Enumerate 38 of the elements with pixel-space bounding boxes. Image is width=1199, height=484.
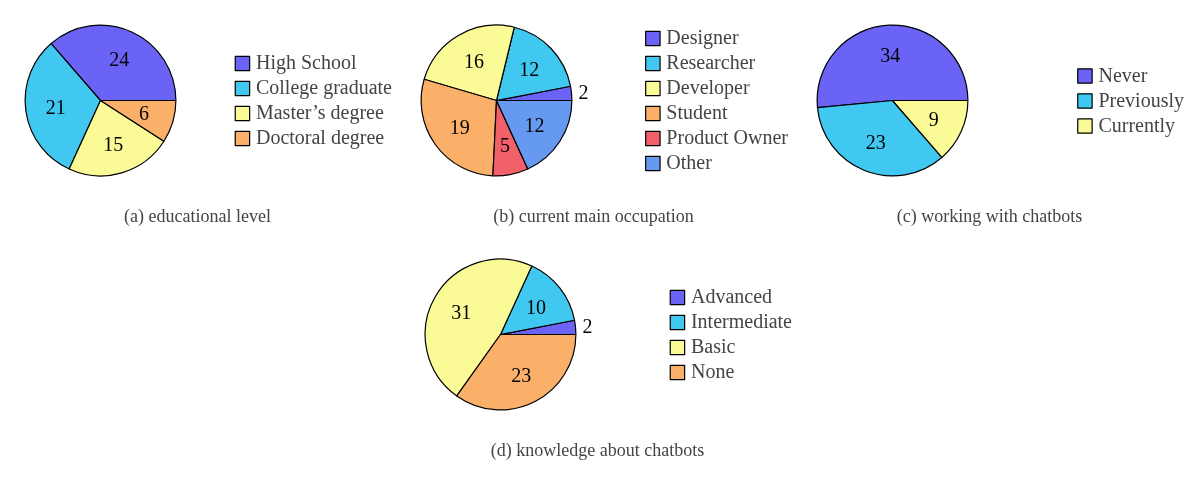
data-label: 21 [45, 95, 66, 118]
legend-label: Master’s degree [255, 101, 384, 124]
legend-label: Previously [1098, 88, 1184, 112]
legend-label: Developer [666, 76, 750, 99]
legend-label: College graduate [255, 76, 392, 99]
data-label: 16 [463, 50, 484, 73]
data-label: 15 [103, 132, 124, 155]
legend-label: Researcher [666, 51, 756, 74]
legend-label: Doctoral degree [255, 126, 385, 149]
data-label: 23 [511, 363, 532, 386]
legend-label: Currently [1098, 113, 1176, 137]
text: (b) current main occupation [493, 205, 694, 227]
data-label: 34 [880, 44, 901, 67]
legend-label: Product Owner [666, 126, 788, 149]
legend-label: High School [255, 51, 357, 74]
data-label: 9 [928, 108, 939, 131]
legend-label: Other [666, 151, 712, 174]
data-label: 2 [582, 315, 593, 338]
data-label: 19 [449, 115, 470, 138]
legend-label: Never [1098, 63, 1148, 87]
legend-label: Designer [666, 26, 739, 49]
legend-label: None [690, 360, 735, 383]
legend-label: Advanced [690, 285, 773, 308]
data-label: 12 [524, 113, 545, 136]
text: (d) knowledge about chatbots [490, 439, 705, 461]
data-label: 23 [865, 131, 886, 154]
data-label: 10 [526, 295, 547, 318]
legend-label: Student [666, 101, 728, 124]
legend-label: Intermediate [690, 310, 792, 333]
data-label: 12 [519, 58, 540, 81]
data-label: 5 [500, 133, 511, 156]
data-label: 6 [138, 102, 149, 125]
legend-label: Basic [690, 335, 736, 358]
text: (a) educational level [124, 205, 271, 227]
data-label: 24 [109, 48, 130, 71]
data-label: 31 [451, 300, 472, 323]
data-label: 2 [578, 81, 589, 104]
text: (c) working with chatbots [896, 205, 1083, 227]
